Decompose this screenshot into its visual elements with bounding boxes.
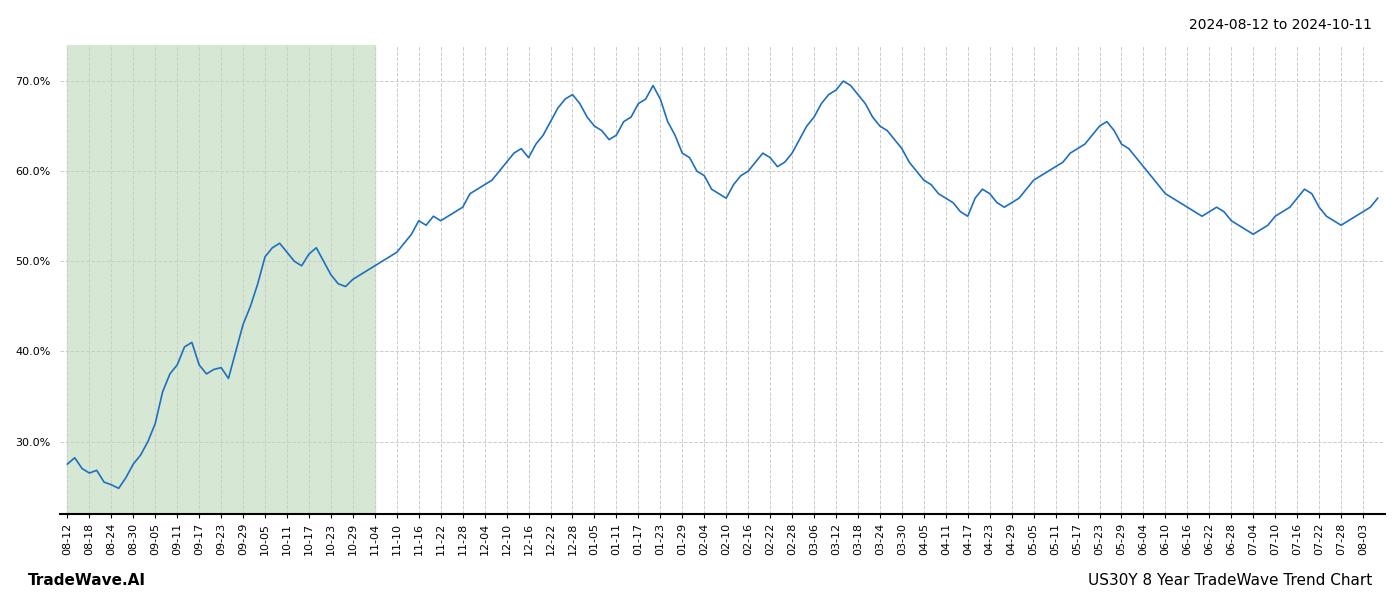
- Bar: [67, 45, 375, 514]
- Text: 2024-08-12 to 2024-10-11: 2024-08-12 to 2024-10-11: [1189, 18, 1372, 32]
- Text: TradeWave.AI: TradeWave.AI: [28, 573, 146, 588]
- Text: US30Y 8 Year TradeWave Trend Chart: US30Y 8 Year TradeWave Trend Chart: [1088, 573, 1372, 588]
